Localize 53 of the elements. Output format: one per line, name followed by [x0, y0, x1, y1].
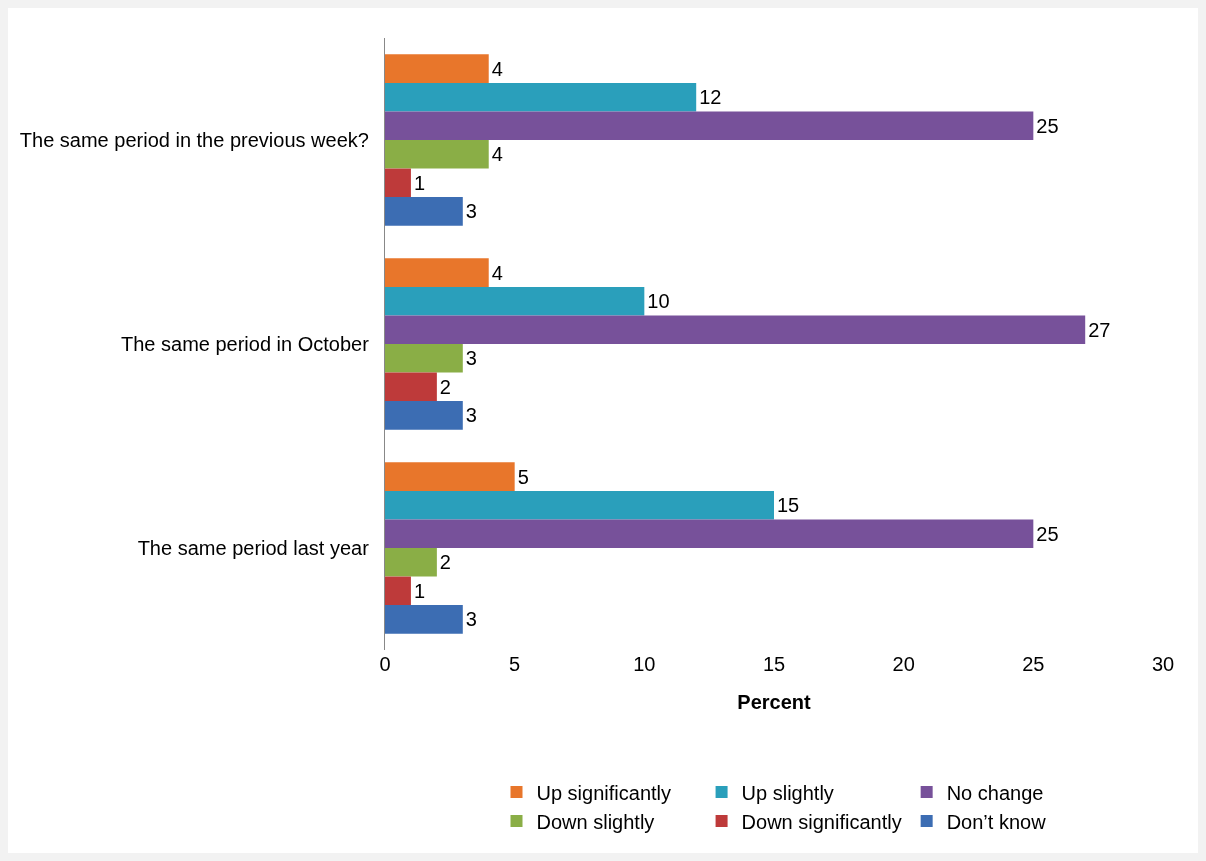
data-label: 25	[1036, 522, 1059, 545]
bar	[385, 168, 411, 198]
data-label: 10	[647, 290, 670, 313]
x-tick-label: 0	[379, 653, 391, 675]
data-label: 3	[465, 200, 477, 223]
data-label: 3	[465, 608, 477, 631]
x-tick-label: 15	[762, 653, 786, 675]
bar	[385, 490, 774, 520]
bar	[385, 401, 463, 430]
bar	[385, 140, 489, 169]
x-tick-label: 20	[892, 653, 915, 675]
data-label: 3	[465, 347, 477, 370]
legend-label: Don’t know	[946, 810, 1047, 833]
data-label: 2	[439, 551, 451, 574]
data-label: 15	[777, 494, 800, 517]
x-axis-title: Percent	[737, 690, 812, 713]
bar	[385, 286, 645, 316]
y-tick-label: The same period in the previous week?	[19, 129, 380, 151]
bar	[385, 111, 1034, 140]
data-label: 25	[1036, 114, 1059, 137]
bar	[385, 82, 697, 112]
legend-label: Down slightly	[536, 810, 655, 833]
data-label: 12	[699, 86, 722, 109]
bar	[385, 462, 515, 491]
bar	[385, 372, 437, 402]
legend-label: Up slightly	[741, 781, 834, 804]
y-tick-label: The same period last year	[137, 537, 380, 559]
y-tick-label: The same period in October	[120, 333, 380, 355]
x-tick-label: 25	[1022, 653, 1045, 675]
legend-label: No change	[946, 781, 1044, 804]
x-tick-label: 10	[633, 653, 656, 675]
data-label: 1	[413, 171, 426, 194]
legend-label: Up significantly	[536, 781, 672, 804]
data-label: 5	[517, 465, 529, 488]
data-label: 4	[491, 57, 503, 80]
data-label: 3	[465, 404, 477, 427]
data-label: 27	[1088, 318, 1111, 341]
legend-label: Down significantly	[741, 810, 902, 833]
bar	[385, 54, 489, 83]
bar	[385, 605, 463, 634]
data-label: 1	[413, 579, 426, 602]
bar	[385, 519, 1034, 548]
x-tick-label: 30	[1151, 653, 1175, 675]
data-label: 4	[491, 261, 503, 284]
bar	[385, 197, 463, 226]
x-tick-label: 5	[509, 653, 521, 675]
bar	[385, 258, 489, 287]
bar	[385, 315, 1086, 344]
data-label: 2	[439, 375, 451, 398]
data-label: 4	[491, 143, 503, 166]
bar	[385, 576, 411, 606]
bar	[385, 344, 463, 373]
bar	[385, 548, 437, 577]
